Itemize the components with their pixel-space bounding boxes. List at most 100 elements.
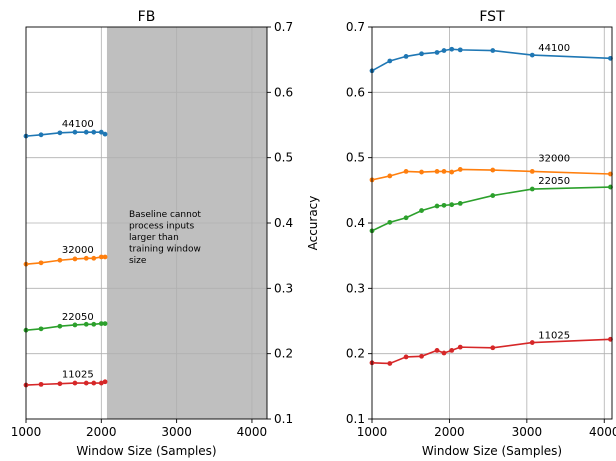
annotation-line: Baseline cannot: [129, 210, 201, 220]
data-point-11025: [441, 350, 447, 356]
series-label: 44100: [538, 43, 570, 54]
x-tick-label: 3000: [512, 425, 543, 439]
data-point-32000: [83, 255, 89, 261]
y-tick-label: 0.2: [346, 347, 365, 361]
data-point-22050: [403, 215, 409, 221]
series-label: 11025: [62, 370, 94, 381]
series-label: 32000: [538, 153, 570, 164]
data-point-32000: [441, 168, 447, 174]
data-point-44100: [38, 132, 44, 138]
data-point-32000: [38, 260, 44, 266]
y-tick-label: 0.3: [346, 281, 365, 295]
y-tick-label: 0.3: [274, 281, 293, 295]
data-point-22050: [83, 321, 89, 327]
data-point-44100: [434, 50, 440, 55]
data-point-11025: [91, 380, 97, 386]
series-label: 32000: [62, 245, 94, 256]
data-point-22050: [490, 193, 496, 198]
data-point-32000: [387, 173, 393, 179]
data-point-22050: [91, 321, 97, 327]
data-point-22050: [102, 321, 108, 327]
data-point-11025: [419, 353, 424, 359]
y-tick-label: 0.4: [346, 216, 365, 230]
data-point-44100: [387, 58, 393, 64]
x-tick-label: 2000: [86, 425, 117, 439]
data-point-22050: [72, 322, 78, 328]
data-point-32000: [434, 168, 440, 174]
annotation-line: process inputs: [129, 222, 195, 232]
data-point-11025: [529, 340, 535, 345]
data-point-22050: [98, 321, 104, 327]
data-point-11025: [83, 380, 89, 386]
x-tick-label: 1000: [11, 425, 42, 439]
data-point-44100: [72, 129, 78, 135]
data-point-44100: [98, 129, 104, 135]
data-point-44100: [102, 131, 108, 137]
x-tick-label: 1000: [357, 425, 388, 439]
y-tick-label: 0.4: [274, 216, 293, 230]
data-point-11025: [98, 380, 104, 386]
data-point-22050: [449, 202, 455, 208]
series-label: 22050: [62, 312, 94, 323]
x-tick-label: 3000: [161, 425, 192, 439]
y-axis-label: Accuracy: [306, 196, 320, 251]
series-line-44100: [371, 48, 611, 72]
data-point-22050: [434, 203, 440, 209]
data-point-22050: [419, 208, 424, 213]
annotation-line: size: [129, 256, 147, 266]
data-point-11025: [490, 345, 496, 351]
data-point-32000: [529, 168, 535, 174]
data-point-32000: [490, 167, 496, 173]
panel-fst: 44100 32000 22050 11025 1000 2000 3000 4000 0.1 0…: [346, 9, 616, 458]
data-point-11025: [38, 381, 44, 387]
data-point-44100: [57, 130, 63, 136]
data-point-22050: [457, 201, 463, 206]
data-point-11025: [387, 361, 393, 366]
data-point-11025: [57, 381, 63, 387]
y-tick-label: 0.2: [274, 347, 293, 361]
data-point-44100: [449, 46, 455, 52]
chart-title: FB: [138, 9, 156, 25]
x-tick-label: 2000: [434, 425, 465, 439]
series-label: 11025: [538, 331, 570, 342]
x-tick-label: 4000: [589, 425, 616, 439]
data-point-32000: [449, 169, 455, 175]
data-point-44100: [457, 47, 463, 53]
data-point-11025: [102, 379, 108, 385]
data-point-11025: [72, 380, 78, 386]
data-point-44100: [441, 48, 447, 53]
data-point-44100: [83, 129, 89, 135]
series-label: 22050: [538, 176, 570, 187]
series-line-11025: [371, 338, 611, 365]
data-point-22050: [387, 219, 393, 225]
data-point-11025: [403, 354, 409, 360]
data-point-22050: [38, 326, 44, 332]
data-point-11025: [449, 348, 455, 353]
x-axis-label: Window Size (Samples): [76, 444, 216, 458]
y-tick-label: 0.5: [346, 151, 365, 165]
data-point-32000: [457, 167, 463, 172]
y-tick-label: 0.1: [274, 412, 293, 426]
data-point-32000: [57, 257, 63, 263]
data-point-11025: [434, 348, 440, 353]
y-tick-label: 0.1: [346, 412, 365, 426]
data-point-44100: [529, 52, 535, 58]
data-point-44100: [419, 51, 424, 57]
data-point-44100: [403, 54, 409, 59]
data-point-11025: [457, 344, 463, 350]
series-label: 44100: [62, 119, 94, 130]
x-axis-label: Window Size (Samples): [422, 444, 562, 458]
data-point-32000: [91, 255, 97, 261]
y-tick-label: 0.6: [274, 85, 293, 99]
data-point-44100: [91, 129, 97, 135]
data-point-32000: [102, 254, 108, 260]
data-point-44100: [490, 48, 496, 53]
data-point-32000: [72, 256, 78, 262]
y-tick-label: 0.7: [346, 20, 365, 34]
data-point-22050: [529, 186, 535, 192]
data-point-32000: [403, 168, 409, 174]
chart-title: FST: [479, 9, 505, 25]
panel-fb: 44100 32000 22050 11025 1000 2000 3000 4000 0.1 0…: [11, 9, 320, 458]
y-tick-label: 0.5: [274, 151, 293, 165]
